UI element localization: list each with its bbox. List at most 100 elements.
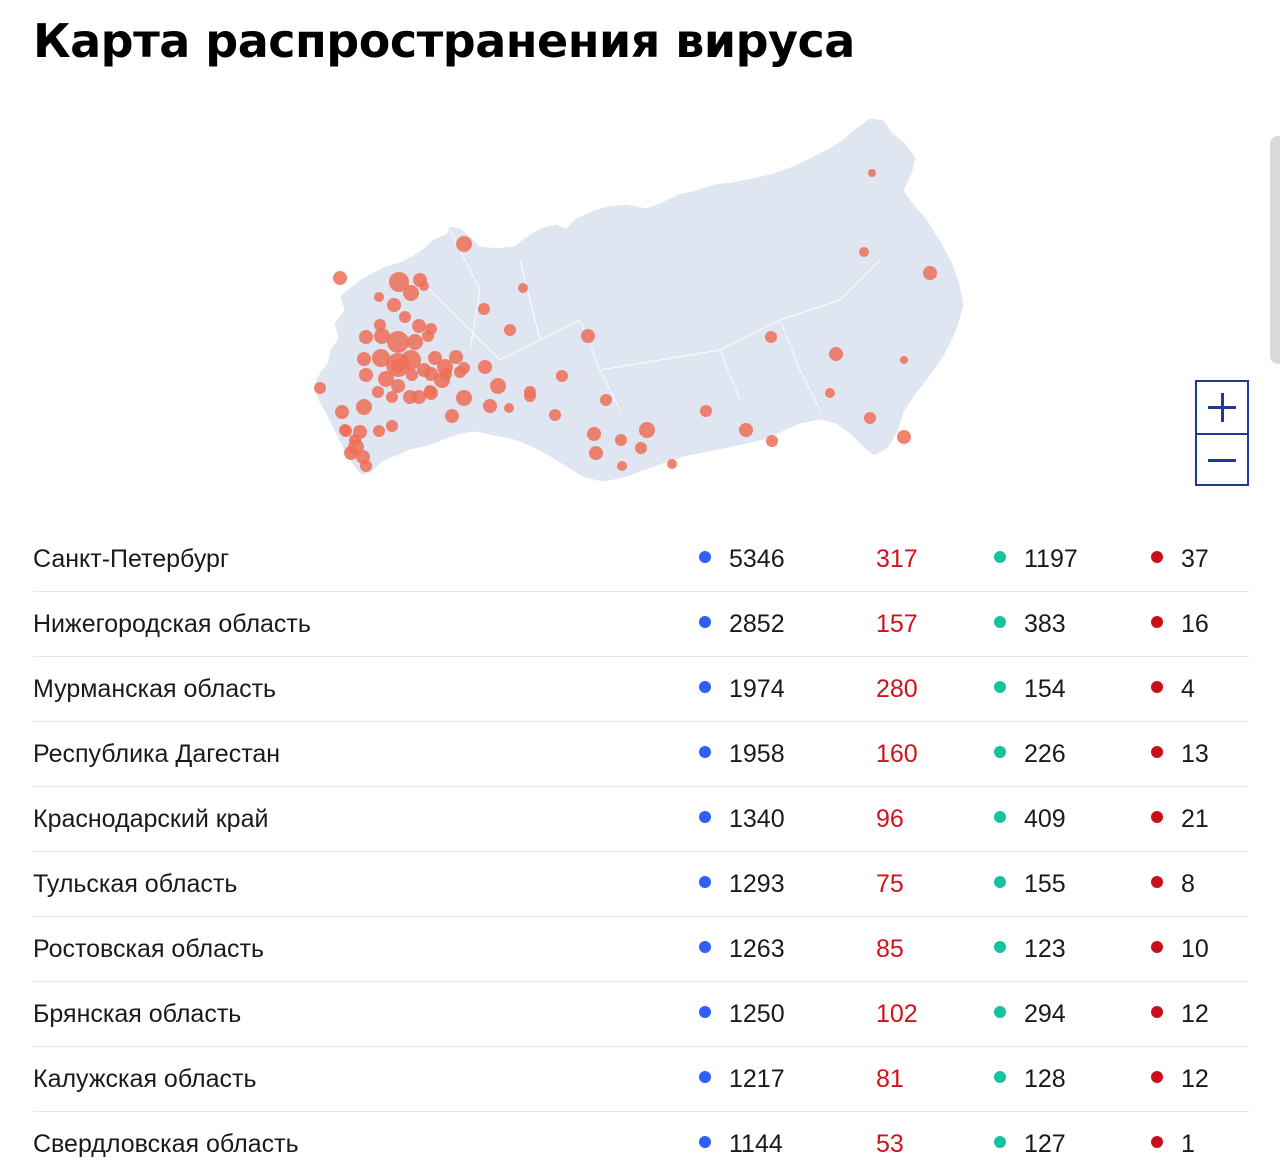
table-row[interactable]: Калужская область 1217 81 128 12 [33,1047,1249,1112]
new-cases-value: 81 [876,1065,904,1093]
outbreak-marker[interactable] [900,356,908,364]
russia-map[interactable] [300,110,980,495]
outbreak-marker[interactable] [635,442,647,454]
table-row[interactable]: Ростовская область 1263 85 123 10 [33,917,1249,982]
recovered-cell: 383 [994,592,1066,656]
outbreak-marker[interactable] [374,328,390,344]
outbreak-marker[interactable] [456,236,472,252]
outbreak-marker[interactable] [386,420,398,432]
outbreak-marker[interactable] [413,273,427,287]
outbreak-marker[interactable] [825,388,835,398]
outbreak-marker[interactable] [639,422,655,438]
outbreak-marker[interactable] [356,399,372,415]
outbreak-marker[interactable] [478,303,490,315]
outbreak-marker[interactable] [483,399,497,413]
outbreak-marker[interactable] [524,390,536,402]
minus-icon [1208,459,1236,462]
table-row[interactable]: Мурманская область 1974 280 154 4 [33,657,1249,722]
outbreak-marker[interactable] [615,434,627,446]
outbreak-marker[interactable] [374,292,384,302]
outbreak-marker[interactable] [399,311,411,323]
deaths-value: 21 [1181,805,1209,833]
outbreak-marker[interactable] [403,390,417,404]
outbreak-marker[interactable] [440,368,452,380]
outbreak-marker[interactable] [923,266,937,280]
table-row[interactable]: Тульская область 1293 75 155 8 [33,852,1249,917]
outbreak-marker[interactable] [445,409,459,423]
outbreak-marker[interactable] [667,459,677,469]
outbreak-marker[interactable] [386,391,398,403]
outbreak-marker[interactable] [403,285,419,301]
outbreak-marker[interactable] [391,359,405,373]
zoom-in-button[interactable] [1197,382,1247,433]
deaths-dot [1151,1136,1163,1149]
outbreak-marker[interactable] [374,319,386,331]
outbreak-marker[interactable] [373,425,385,437]
outbreak-marker[interactable] [518,283,528,293]
outbreak-marker[interactable] [859,247,869,257]
outbreak-marker[interactable] [868,169,876,177]
outbreak-marker[interactable] [424,386,438,400]
table-row[interactable]: Краснодарский край 1340 96 409 21 [33,787,1249,852]
deaths-cell: 12 [1151,982,1209,1046]
cases-value: 1974 [729,675,785,703]
outbreak-marker[interactable] [589,446,603,460]
outbreak-marker[interactable] [335,405,349,419]
outbreak-marker[interactable] [406,369,418,381]
outbreak-marker[interactable] [581,329,595,343]
outbreak-marker[interactable] [344,446,358,460]
table-row[interactable]: Санкт-Петербург 5346 317 1197 37 [33,527,1249,592]
outbreak-marker[interactable] [456,390,472,406]
outbreak-marker[interactable] [425,323,437,335]
cases-cell: 1144 [699,1112,783,1176]
table-row[interactable]: Брянская область 1250 102 294 12 [33,982,1249,1047]
outbreak-marker[interactable] [449,350,463,364]
outbreak-marker[interactable] [700,405,712,417]
outbreak-marker[interactable] [412,319,426,333]
recovered-dot [994,1071,1006,1084]
outbreak-marker[interactable] [504,324,516,336]
outbreak-marker[interactable] [739,423,753,437]
outbreak-marker[interactable] [829,347,843,361]
outbreak-marker[interactable] [600,394,612,406]
outbreak-marker[interactable] [765,331,777,343]
outbreak-marker[interactable] [378,371,394,387]
outbreak-marker[interactable] [504,403,514,413]
outbreak-marker[interactable] [587,427,601,441]
outbreak-marker[interactable] [864,412,876,424]
scrollbar[interactable] [1270,136,1280,364]
outbreak-marker[interactable] [490,378,506,394]
outbreak-marker[interactable] [372,349,390,367]
outbreak-marker[interactable] [349,434,361,446]
deaths-value: 16 [1181,610,1209,638]
outbreak-marker[interactable] [549,409,561,421]
outbreak-marker[interactable] [333,271,347,285]
outbreak-marker[interactable] [359,330,373,344]
outbreak-marker[interactable] [387,331,409,353]
deaths-value: 8 [1181,870,1195,898]
outbreak-marker[interactable] [428,351,442,365]
outbreak-marker[interactable] [389,272,409,292]
outbreak-marker[interactable] [360,460,372,472]
outbreak-marker[interactable] [897,430,911,444]
outbreak-marker[interactable] [357,352,371,366]
outbreak-marker[interactable] [314,382,326,394]
recovered-cell: 409 [994,787,1066,851]
outbreak-marker[interactable] [454,366,466,378]
outbreak-marker[interactable] [359,368,373,382]
zoom-out-button[interactable] [1197,433,1247,486]
outbreak-marker[interactable] [407,334,423,350]
cases-dot [699,746,711,759]
outbreak-marker[interactable] [556,370,568,382]
outbreak-marker[interactable] [391,379,405,393]
outbreak-marker[interactable] [766,435,778,447]
table-row[interactable]: Нижегородская область 2852 157 383 16 [33,592,1249,657]
outbreak-marker[interactable] [401,350,421,370]
outbreak-marker[interactable] [372,386,384,398]
table-row[interactable]: Свердловская область 1144 53 127 1 [33,1112,1249,1176]
outbreak-marker[interactable] [617,461,627,471]
outbreak-marker[interactable] [478,360,492,374]
outbreak-marker[interactable] [387,298,401,312]
outbreak-marker[interactable] [339,424,351,436]
table-row[interactable]: Республика Дагестан 1958 160 226 13 [33,722,1249,787]
